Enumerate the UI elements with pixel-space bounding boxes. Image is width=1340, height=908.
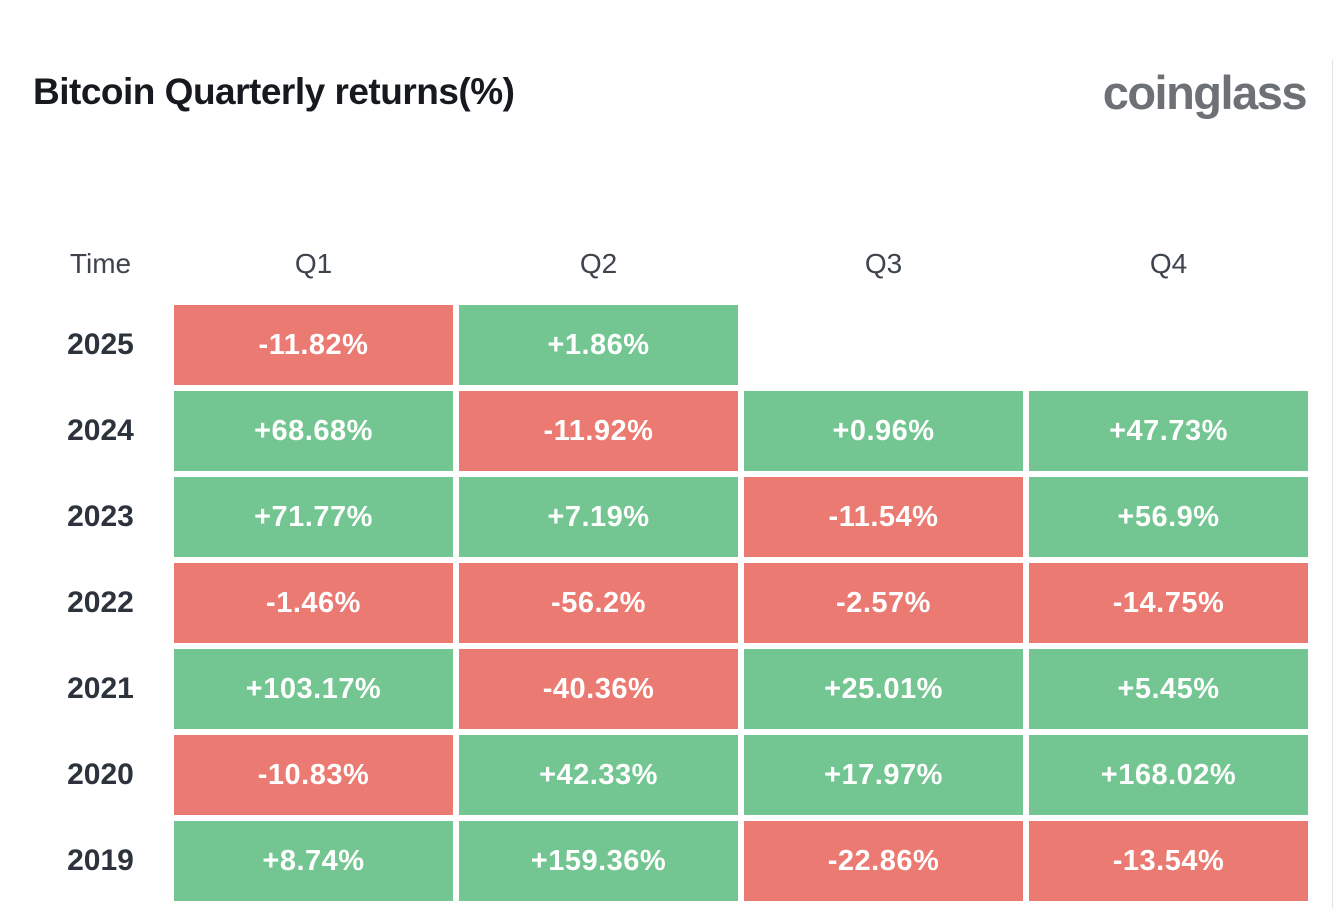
year-label: 2022 [67, 586, 134, 619]
return-cell: -11.82% [174, 305, 453, 385]
year-label: 2020 [67, 758, 134, 791]
header-bar: Bitcoin Quarterly returns(%) coinglass [33, 60, 1308, 124]
return-cell: +56.9% [1029, 477, 1308, 557]
return-cell: -1.46% [174, 563, 453, 643]
return-cell: -11.54% [744, 477, 1023, 557]
year-label: 2021 [67, 672, 134, 705]
return-cell: +159.36% [459, 821, 738, 901]
page-title: Bitcoin Quarterly returns(%) [33, 71, 515, 112]
return-cell: -10.83% [174, 735, 453, 815]
year-label: 2019 [67, 844, 134, 877]
return-cell: +42.33% [459, 735, 738, 815]
return-cell: +71.77% [174, 477, 453, 557]
return-cell: -14.75% [1029, 563, 1308, 643]
column-header-q4: Q4 [1149, 247, 1188, 279]
empty-cell [744, 305, 1023, 385]
return-cell: +47.73% [1029, 391, 1308, 471]
return-cell: -22.86% [744, 821, 1023, 901]
return-cell: -13.54% [1029, 821, 1308, 901]
return-cell: +168.02% [1029, 735, 1308, 815]
return-cell: +5.45% [1029, 649, 1308, 729]
column-header-time: Time [69, 247, 132, 279]
coinglass-logo[interactable]: coinglass [1102, 65, 1308, 119]
return-cell: -40.36% [459, 649, 738, 729]
return-cell: +0.96% [744, 391, 1023, 471]
return-cell: +25.01% [744, 649, 1023, 729]
return-cell: +68.68% [174, 391, 453, 471]
column-header-q3: Q3 [864, 247, 903, 279]
return-cell: +17.97% [744, 735, 1023, 815]
return-cell: -11.92% [459, 391, 738, 471]
return-cell: +8.74% [174, 821, 453, 901]
column-header-q2: Q2 [579, 247, 618, 279]
year-label: 2025 [67, 328, 134, 361]
return-cell: +7.19% [459, 477, 738, 557]
return-cell: -2.57% [744, 563, 1023, 643]
scrollbar-track-line [1332, 60, 1333, 908]
return-cell: +103.17% [174, 649, 453, 729]
year-label: 2024 [67, 414, 134, 447]
column-header-q1: Q1 [294, 247, 333, 279]
returns-table: Time Q1 Q2 Q3 Q4 2025 -11.82% +1.86% 2024 +6… [33, 228, 1308, 901]
return-cell: -56.2% [459, 563, 738, 643]
empty-cell [1029, 305, 1308, 385]
return-cell: +1.86% [459, 305, 738, 385]
year-label: 2023 [67, 500, 134, 533]
